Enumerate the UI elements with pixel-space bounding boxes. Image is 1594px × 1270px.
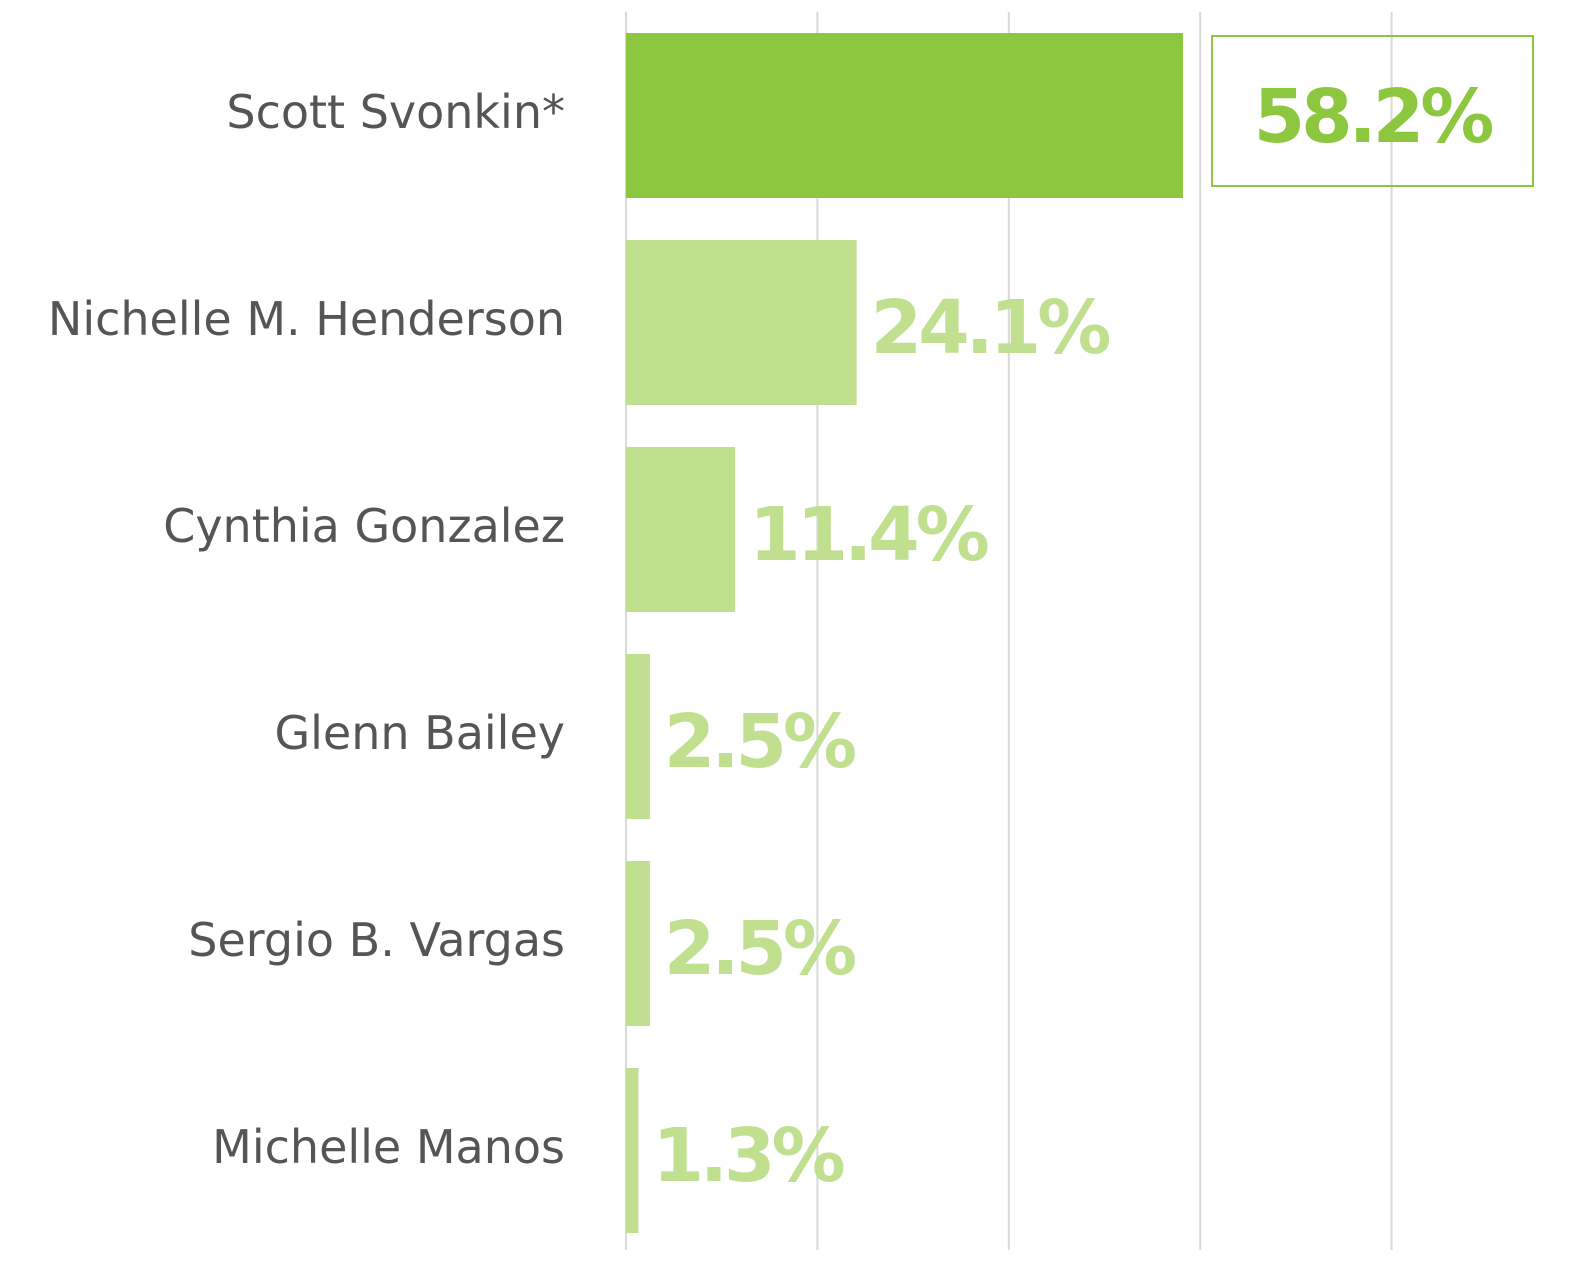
value-label: 2.5% [664, 906, 855, 992]
value-box [1211, 35, 1534, 187]
category-label: Sergio B. Vargas [188, 913, 565, 967]
bar [626, 240, 857, 405]
bar [626, 861, 650, 1026]
bar [626, 447, 736, 612]
category-label: Cynthia Gonzalez [163, 499, 565, 553]
value-label: 2.5% [664, 699, 855, 785]
category-label: Glenn Bailey [275, 706, 566, 760]
value-label: 1.3% [652, 1113, 843, 1199]
value-label: 11.4% [749, 492, 988, 578]
category-label: Scott Svonkin* [226, 85, 565, 139]
value-label: 24.1% [871, 285, 1110, 371]
value-label: 58.2% [1254, 74, 1493, 160]
category-label: Nichelle M. Henderson [48, 292, 565, 346]
bar [626, 1068, 639, 1233]
category-label: Michelle Manos [212, 1120, 565, 1174]
bar [626, 654, 650, 819]
bar [626, 33, 1183, 198]
